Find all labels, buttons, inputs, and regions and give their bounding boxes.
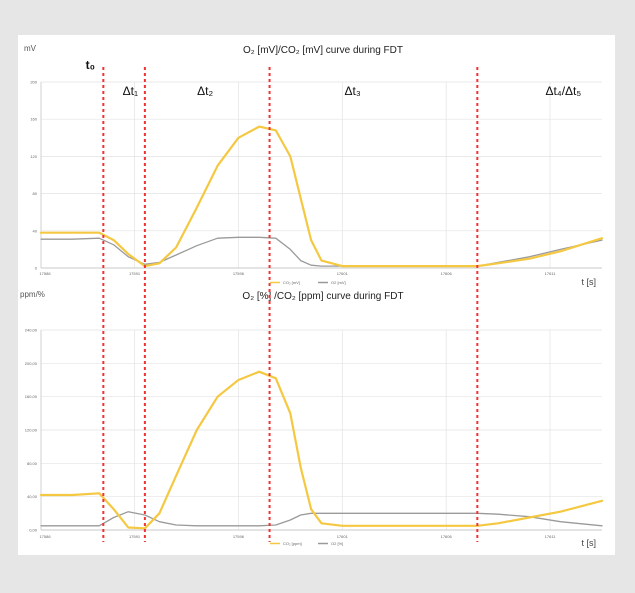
- figure: 0 40 80 120 160 200 17586 17591 17596 17601 17606 1…: [18, 35, 615, 555]
- legend-entry: O2 [mV]: [331, 280, 346, 285]
- y-tick-label: 160,00: [25, 394, 38, 399]
- x-tick-label: 17611: [545, 271, 557, 276]
- x-tick-label: 17591: [129, 534, 141, 539]
- series-line-o2: [40, 511, 603, 527]
- legend-entry: CO₂ [ppm]: [283, 541, 302, 546]
- x-tick-label: 17606: [441, 534, 453, 539]
- y-tick-label: 120,00: [25, 428, 38, 433]
- phase-labels: t₀ Δt₁ Δt₂ Δt₃ Δt₄/Δt₅: [86, 58, 582, 98]
- chart-legend: CO₂ [ppm] O2 [%]: [270, 541, 343, 546]
- interval-label: Δt₁: [123, 84, 138, 98]
- chart-legend: CO₂ [mV] O2 [mV]: [270, 280, 346, 285]
- legend-entry: CO₂ [mV]: [283, 280, 300, 285]
- y-tick-label: 200,00: [25, 361, 38, 366]
- x-tick-label: 17591: [129, 271, 141, 276]
- x-tick-label: 17601: [337, 534, 349, 539]
- y-tick-label: 80,00: [27, 461, 38, 466]
- y-tick-label: 80: [33, 191, 38, 196]
- chart-mv-curve: 0 40 80 120 160 200 17586 17591 17596 17601 17606 1…: [24, 44, 604, 287]
- x-tick-label: 17606: [441, 271, 453, 276]
- x-tick-label: 17611: [545, 534, 557, 539]
- series-line-co2: [39, 125, 604, 268]
- y-tick-label: 0: [35, 266, 38, 271]
- y-tick-label: 200: [30, 80, 37, 85]
- series-line-co2: [39, 370, 604, 530]
- x-tick-label: 17601: [337, 271, 349, 276]
- y-tick-label: 240,00: [25, 328, 38, 333]
- y-tick-label: 120: [30, 154, 37, 159]
- fdt-curves-figure: 0 40 80 120 160 200 17586 17591 17596 17601 17606 1…: [20, 44, 604, 548]
- t0-label: t₀: [86, 58, 95, 72]
- x-tick-label: 17596: [233, 271, 245, 276]
- legend-entry: O2 [%]: [331, 541, 343, 546]
- x-axis-label: t [s]: [581, 277, 596, 287]
- y-tick-label: 160: [30, 117, 37, 122]
- y-tick-label: 40: [33, 228, 38, 233]
- interval-label: Δt₄/Δt₅: [545, 84, 581, 98]
- interval-label: Δt₂: [197, 84, 213, 98]
- y-tick-label: 0,00: [29, 528, 38, 533]
- phase-markers: [102, 67, 479, 542]
- chart-title: O₂ [%] /CO₂ [ppm] curve during FDT: [242, 291, 403, 302]
- y-tick-label: 40,00: [27, 494, 38, 499]
- x-tick-label: 17586: [39, 534, 51, 539]
- y-axis-label: ppm/%: [20, 290, 45, 299]
- chart-title: O₂ [mV]/CO₂ [mV] curve during FDT: [243, 45, 403, 56]
- interval-label: Δt₃: [345, 84, 361, 98]
- x-tick-label: 17586: [39, 271, 51, 276]
- chart-ppm-curve: 0,00 40,00 80,00 120,00 160,00 200,00 240,00 17…: [20, 290, 604, 548]
- x-tick-label: 17596: [233, 534, 245, 539]
- x-axis-label: t [s]: [581, 538, 596, 548]
- y-axis-label: mV: [24, 44, 37, 53]
